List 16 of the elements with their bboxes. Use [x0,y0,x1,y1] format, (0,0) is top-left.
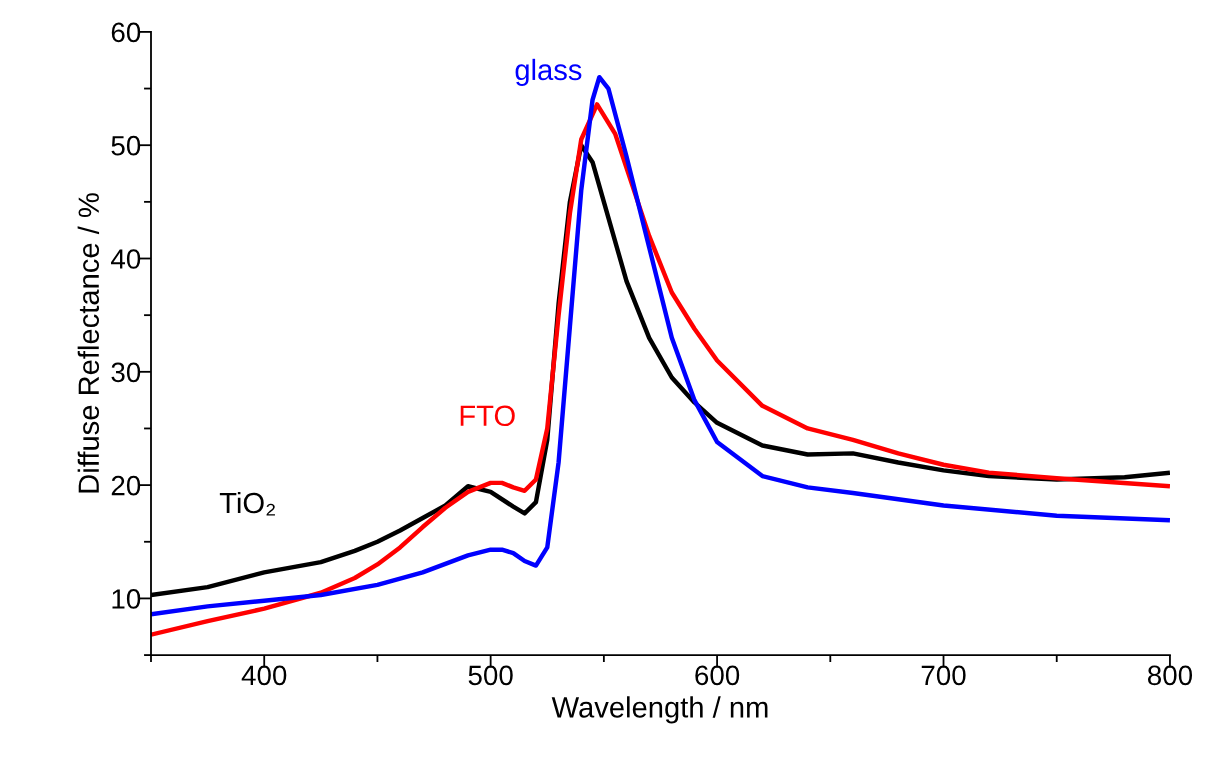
x-axis-title: Wavelength / nm [551,696,768,724]
x-tick-label: 500 [468,665,513,686]
x-tick-label: 800 [1147,665,1193,686]
y-tick-label: 60 [111,22,141,43]
y-axis-title: Diffuse Reflectance / % [77,193,100,493]
y-tick-label: 30 [111,362,141,383]
y-tick-label: 20 [111,475,141,496]
x-tick-label: 400 [241,665,287,686]
x-tick-label: 600 [695,665,740,686]
series-label: TiO₂ [219,491,275,516]
y-tick-label: 40 [111,249,141,269]
y-tick-label: 10 [112,589,141,609]
y-tick-label: 50 [111,135,141,156]
x-tick-label: 700 [921,665,966,686]
series-label: FTO [460,405,515,427]
series-label: glass [515,58,582,86]
